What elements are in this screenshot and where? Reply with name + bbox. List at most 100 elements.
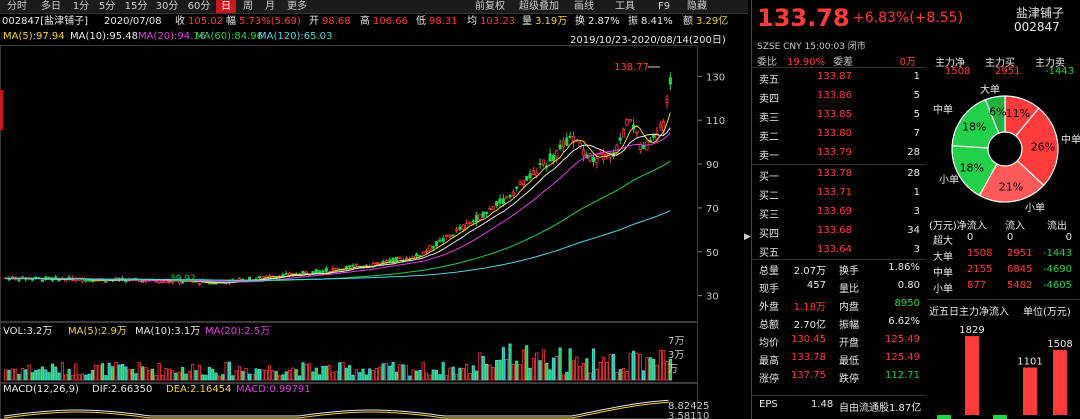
candle-body <box>491 206 495 210</box>
ask-price[interactable]: 133.86 <box>817 90 852 101</box>
volume-bar <box>485 363 489 381</box>
period-tab-1[interactable]: 多日 <box>41 1 61 12</box>
period-tab-6[interactable]: 60分 <box>187 1 211 12</box>
fund-flow-table: (万元)净流入 流入 流出 超大 0 0 0 大单 1508 2951 -1443 中单 2155 684… <box>927 213 1080 298</box>
toolbar-action-4[interactable]: F9 <box>657 1 671 12</box>
candle-body <box>428 245 432 251</box>
period-tab-4[interactable]: 15分 <box>124 1 148 12</box>
candle-body <box>324 267 328 272</box>
toolbar-action-3[interactable]: 工具 <box>615 1 635 12</box>
period-tab-5[interactable]: 30分 <box>155 1 179 12</box>
volume-bar <box>511 363 515 381</box>
volume-bar <box>187 370 191 381</box>
bid-price[interactable]: 133.69 <box>817 206 852 217</box>
toolbar-action-5[interactable]: 隐藏 <box>687 1 707 12</box>
candle-body <box>301 271 305 274</box>
bid-price[interactable]: 133.71 <box>817 187 852 198</box>
high-label: 高 <box>360 16 370 27</box>
bid-label: 买四 <box>759 229 779 240</box>
period-tab-10[interactable]: 更多 <box>287 1 307 12</box>
price-tick-label-0: 130 <box>706 72 725 83</box>
candle-body <box>384 260 388 263</box>
candle-body <box>528 173 532 179</box>
volume-bar <box>24 369 28 381</box>
volume-bar <box>7 369 11 381</box>
volume-bar <box>588 372 592 381</box>
stat-value: 457 <box>806 280 826 291</box>
volume-bar <box>144 367 148 381</box>
candle-body <box>318 270 322 274</box>
pie-slice-label-5: 6% <box>989 106 1006 119</box>
stat-label: 外盘 <box>759 302 779 313</box>
candle-body <box>605 153 609 156</box>
volume-bar <box>622 367 626 381</box>
flow-header-2: 流出 <box>1047 221 1067 232</box>
volume-bar <box>465 364 469 381</box>
candle-body <box>281 274 285 277</box>
pie-slice-5 <box>984 95 1006 134</box>
volume-bar <box>291 367 295 381</box>
volume-bar <box>341 361 345 381</box>
volume-bar <box>237 366 242 381</box>
volume-bar <box>17 373 21 381</box>
volume-bar <box>468 373 472 381</box>
stat-value: 0.80 <box>897 280 920 291</box>
candle-body <box>465 222 469 229</box>
ask-price[interactable]: 133.87 <box>817 71 852 82</box>
volume-bar <box>388 365 392 381</box>
toolbar-action-1[interactable]: 超级叠加 <box>519 1 559 12</box>
candle-body <box>668 77 672 85</box>
period-tab-0[interactable]: 分时 <box>7 1 27 12</box>
bid-volume: 34 <box>907 225 920 236</box>
macd-dif: DIF:2.66350 <box>92 384 153 395</box>
stat-value: 2.70亿 <box>793 320 826 331</box>
period-tab-3[interactable]: 5分 <box>98 1 116 12</box>
candlestick-chart[interactable]: 130 110 90 70 50 30 138.77 39.92 7万 3万万 8.824253.5… <box>0 0 748 419</box>
period-tab-7[interactable]: 日 <box>216 0 236 13</box>
eps-value: 1.48 <box>811 399 834 410</box>
volume-bar <box>461 368 465 381</box>
candle-body <box>588 153 592 162</box>
volume-bar <box>451 366 455 381</box>
candle-body <box>555 150 559 158</box>
bid-price[interactable]: 133.64 <box>817 244 852 255</box>
period-tab-8[interactable]: 周 <box>243 1 253 12</box>
ask-price[interactable]: 133.80 <box>817 128 852 139</box>
quote-panel <box>751 0 1080 419</box>
period-tab-2[interactable]: 1分 <box>72 1 90 12</box>
volume-bar <box>391 361 395 381</box>
candle-body <box>598 153 602 156</box>
volume-bar <box>227 361 232 381</box>
pie-category-mid: 中单 <box>933 105 953 116</box>
candle-body <box>475 215 479 223</box>
ask-price[interactable]: 133.85 <box>817 109 852 120</box>
toolbar-action-2[interactable]: 画线 <box>574 1 594 12</box>
volume-bar <box>254 368 258 381</box>
volume-bar <box>50 363 54 381</box>
ask-label: 卖四 <box>759 94 779 105</box>
candle-body <box>87 279 91 282</box>
price-tick-label-5: 30 <box>706 292 719 303</box>
bid-volume: 3 <box>913 244 920 255</box>
volume-bar <box>444 375 449 381</box>
candle-body <box>665 99 669 103</box>
volume-bar <box>331 372 335 381</box>
ask-price[interactable]: 133.79 <box>817 147 852 158</box>
volume-bar <box>107 362 111 381</box>
period-tab-9[interactable]: 月 <box>265 1 275 12</box>
stat-label: 内盘 <box>839 302 859 313</box>
ma60-curve <box>5 160 671 282</box>
volume-bar <box>298 375 302 381</box>
volume-bar <box>74 363 78 381</box>
stat-value: 130.45 <box>791 334 826 345</box>
stat-value: 137.75 <box>791 370 826 381</box>
candle-body <box>535 172 539 176</box>
ask-volume: 5 <box>913 109 920 120</box>
volume-bar <box>608 354 612 381</box>
collapse-arrow-icon[interactable]: ▶ <box>744 232 751 242</box>
toolbar-action-0[interactable]: 前复权 <box>475 1 505 12</box>
volume-bar <box>561 374 566 381</box>
volume-bar <box>551 357 555 381</box>
bid-price[interactable]: 133.68 <box>817 225 852 236</box>
bid-price[interactable]: 133.78 <box>817 168 852 179</box>
